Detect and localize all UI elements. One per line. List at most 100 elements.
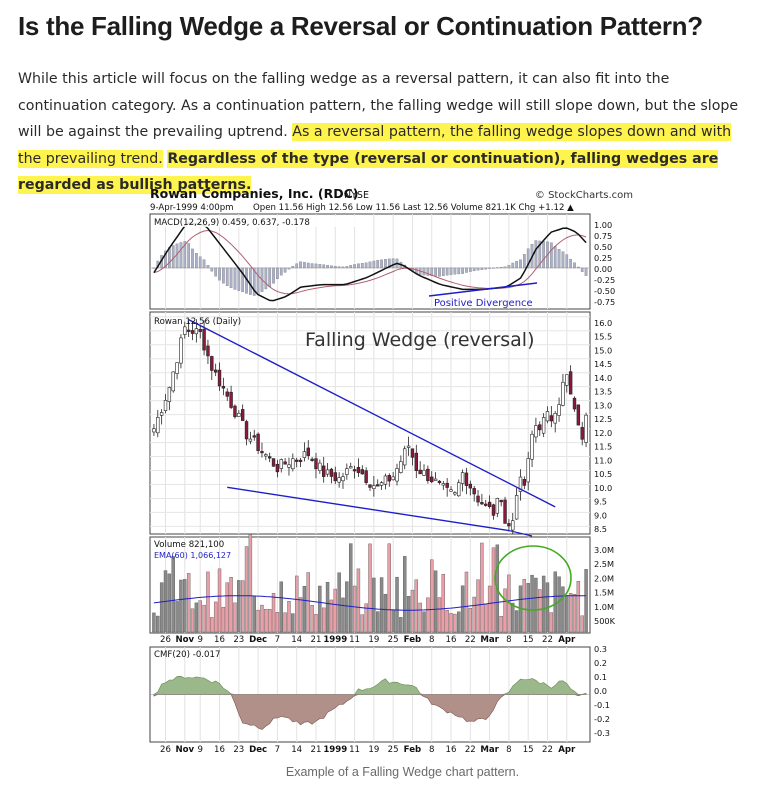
candle-body bbox=[264, 454, 268, 457]
volume-bar bbox=[287, 601, 291, 633]
x-tick-label: 15 bbox=[523, 635, 534, 645]
macd-histogram-bar bbox=[218, 267, 221, 281]
candle-body bbox=[430, 476, 434, 483]
candle-body bbox=[580, 427, 584, 440]
price-y-tick: 13.0 bbox=[594, 400, 612, 410]
macd-histogram-bar bbox=[183, 241, 187, 269]
candle-body bbox=[156, 417, 160, 434]
candle-body bbox=[538, 424, 542, 431]
volume-bar bbox=[302, 586, 307, 633]
volume-bar bbox=[233, 602, 237, 633]
volume-y-tick: 2.0M bbox=[594, 573, 614, 583]
volume-bar bbox=[364, 603, 368, 633]
candle-body bbox=[426, 468, 430, 482]
candle-body bbox=[368, 484, 372, 488]
candle-body bbox=[568, 371, 573, 395]
x-axis-labels-lower: 26 Nov 9 16 23 Dec 7 14 21 1999 11 19 25 Feb 8 16 22 Mar 8… bbox=[160, 745, 576, 755]
macd-histogram-bar bbox=[357, 263, 360, 269]
volume-bar bbox=[329, 599, 334, 633]
volume-bar bbox=[580, 615, 584, 633]
candle-body bbox=[518, 476, 523, 492]
candle-body bbox=[391, 476, 395, 481]
volume-bar bbox=[337, 572, 341, 633]
x-tick-label: 25 bbox=[388, 635, 399, 645]
macd-histogram-bar bbox=[465, 267, 468, 273]
macd-histogram-bar bbox=[522, 254, 526, 269]
macd-histogram-bar bbox=[461, 267, 464, 274]
cmf-y-tick: 0.2 bbox=[594, 658, 607, 668]
volume-bar bbox=[464, 571, 469, 633]
candle-body bbox=[530, 433, 534, 460]
candle-body bbox=[237, 412, 241, 417]
ema-legend: EMA(60) 1,066,127 bbox=[154, 551, 231, 560]
macd-histogram-bar bbox=[445, 267, 449, 276]
candle-body bbox=[576, 404, 581, 426]
candle-body bbox=[379, 482, 384, 486]
macd-y-tick: 0.25 bbox=[594, 253, 612, 263]
price-y-tick: 9.5 bbox=[594, 497, 607, 507]
macd-histogram-bar bbox=[573, 262, 576, 269]
volume-bar bbox=[271, 593, 276, 633]
price-y-tick: 13.5 bbox=[594, 387, 612, 397]
candle-body bbox=[221, 386, 226, 389]
macd-histogram-bar bbox=[276, 267, 279, 280]
macd-histogram-bar bbox=[434, 267, 437, 277]
macd-histogram-bar bbox=[330, 265, 333, 269]
candle-body bbox=[468, 483, 473, 489]
candle-body bbox=[507, 523, 511, 527]
cmf-positive-area bbox=[152, 675, 587, 695]
macd-histogram-bar bbox=[499, 266, 503, 269]
candle-body bbox=[561, 381, 565, 406]
volume-bar bbox=[541, 575, 546, 633]
volume-bar bbox=[395, 576, 399, 633]
volume-bar bbox=[183, 579, 187, 633]
x-tick-label: 7 bbox=[275, 635, 280, 645]
candle-body bbox=[553, 413, 557, 424]
candle-body bbox=[210, 356, 214, 371]
volume-bar bbox=[202, 604, 206, 633]
x-tick-label: Apr bbox=[558, 745, 576, 755]
volume-bar bbox=[229, 577, 233, 633]
price-y-tick: 8.5 bbox=[594, 524, 607, 534]
volume-bar bbox=[572, 594, 577, 633]
macd-histogram-bar bbox=[553, 246, 557, 269]
volume-bar bbox=[433, 570, 438, 633]
macd-histogram-bar bbox=[519, 259, 522, 269]
volume-bar bbox=[356, 568, 361, 633]
macd-histogram-bar bbox=[549, 242, 553, 269]
volume-bar bbox=[283, 612, 287, 633]
x-tick-label: Nov bbox=[175, 635, 194, 645]
candle-body bbox=[248, 438, 253, 442]
candle-body bbox=[480, 502, 484, 505]
chart-company: Rowan Companies, Inc. (RDC) bbox=[150, 186, 358, 201]
x-tick-label: 19 bbox=[368, 745, 379, 755]
candle-body bbox=[183, 326, 187, 335]
volume-ema-line bbox=[153, 595, 587, 611]
candle-body bbox=[376, 484, 380, 487]
candle-body bbox=[449, 489, 453, 492]
volume-bar bbox=[499, 616, 503, 633]
volume-bar bbox=[194, 602, 199, 633]
macd-histogram-bar bbox=[480, 267, 484, 270]
macd-histogram-bar bbox=[171, 245, 175, 269]
volume-bar bbox=[221, 606, 226, 633]
candle-body bbox=[422, 469, 426, 476]
volume-bar bbox=[476, 579, 480, 633]
macd-histogram-bar bbox=[580, 267, 584, 272]
volume-bar bbox=[244, 546, 249, 633]
volume-bar bbox=[260, 604, 264, 633]
volume-bar bbox=[267, 608, 272, 633]
candle-body bbox=[514, 495, 519, 520]
candle-body bbox=[194, 328, 199, 335]
x-tick-label: 23 bbox=[233, 745, 244, 755]
candle-body bbox=[484, 503, 488, 506]
candle-body bbox=[360, 469, 364, 475]
chart-exchange: NYSE bbox=[344, 190, 369, 201]
macd-histogram-bar bbox=[391, 258, 395, 269]
candle-body bbox=[252, 435, 256, 438]
volume-bar bbox=[383, 593, 388, 633]
volume-bar bbox=[248, 534, 253, 633]
macd-histogram-bar bbox=[384, 259, 387, 269]
x-tick-label: 8 bbox=[429, 635, 434, 645]
candle-body bbox=[167, 387, 172, 402]
